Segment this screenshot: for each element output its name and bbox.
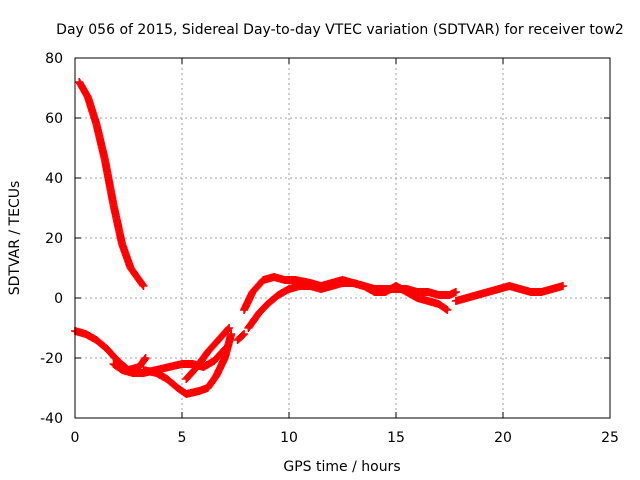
- data-marker: [442, 305, 451, 314]
- x-tick-label: 10: [280, 430, 298, 446]
- plot-series: (0.2, 72)(0.6, 67)(1, 58)(1.4, 46)(1.8, …: [71, 78, 567, 398]
- data-marker: [140, 356, 149, 365]
- x-tick-label: 25: [601, 430, 619, 446]
- data-marker: [179, 388, 188, 397]
- y-tick-label: -40: [40, 411, 63, 427]
- data-marker: [223, 326, 232, 335]
- data-marker: [224, 325, 233, 334]
- axis-ticks: 0 5 10 15 20 25 -40 -20 0 20 40 60 80: [40, 51, 619, 446]
- y-tick-label: -20: [40, 351, 63, 367]
- data-marker: [137, 279, 146, 288]
- grid-lines: [75, 58, 610, 418]
- x-tick-label: 20: [494, 430, 512, 446]
- x-tick-label: 0: [71, 430, 80, 446]
- series-arc-5: (5.2, -27)(5.7, -23)(6.2, -18)(6.7, -14)…: [182, 324, 234, 383]
- x-tick-label: 15: [387, 430, 405, 446]
- x-axis-label: GPS time / hours: [283, 459, 400, 475]
- y-tick-label: 20: [45, 231, 63, 247]
- data-marker: [237, 332, 246, 340]
- series-arc-1: (0.2, 72)(0.6, 67)(1, 58)(1.4, 46)(1.8, …: [75, 78, 148, 290]
- data-marker: [138, 280, 147, 289]
- data-marker: [226, 331, 235, 340]
- series-arc-9: (17.8, -1)(18.3, 0)(18.8, 1)(19.3, 2)(19…: [451, 282, 567, 305]
- y-tick-label: 0: [54, 291, 63, 307]
- series-arc-4: (3.2, -24)(3.8, -25)(4.3, -27)(4.8, -30)…: [139, 330, 236, 398]
- chart-title: Day 056 of 2015, Sidereal Day-to-day VTE…: [56, 22, 624, 38]
- series-arc-6: (7.6, -14)(7.9, -12): [233, 330, 249, 344]
- data-marker: [140, 355, 149, 364]
- data-marker: [238, 331, 247, 339]
- y-tick-label: 40: [45, 171, 63, 187]
- y-axis-label: SDTVAR / TECUs: [7, 181, 23, 296]
- data-marker: [557, 282, 566, 291]
- data-marker: [450, 288, 459, 297]
- y-tick-label: 60: [45, 111, 63, 127]
- y-tick-label: 80: [45, 51, 63, 67]
- series-arc-8: (8.1, -10)(8.6, -5)(9, -2)(9.5, 1)(10, 3…: [244, 279, 460, 332]
- data-marker: [440, 304, 449, 313]
- x-tick-label: 5: [178, 430, 187, 446]
